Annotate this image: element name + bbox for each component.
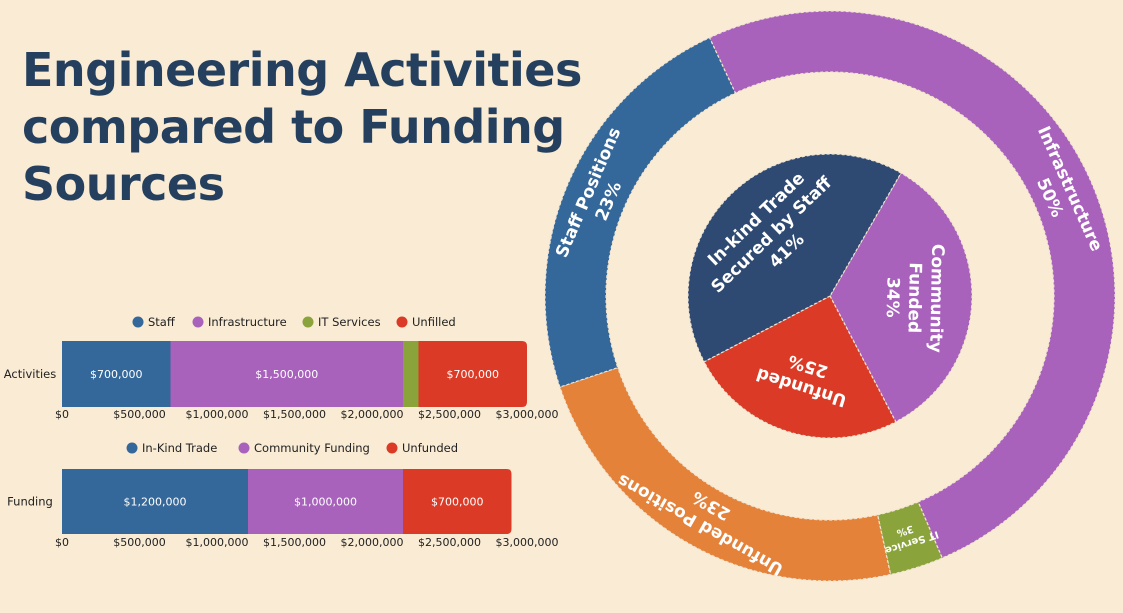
legend-label: Unfilled: [412, 315, 456, 329]
legend-label: Staff: [148, 315, 176, 329]
bar-value-label: $1,200,000: [124, 496, 187, 509]
bar-chart-1: Staff Infrastructure IT Services Unfilled Ac…: [4, 315, 559, 421]
x-tick-label: $0: [55, 408, 69, 421]
legend-marker: [132, 316, 144, 328]
bar-segment: [62, 469, 248, 534]
legend-label: Infrastructure: [208, 315, 287, 329]
bar-value-label: $1,000,000: [294, 496, 357, 509]
legend-label: IT Services: [318, 315, 381, 329]
x-tick-label: $1,500,000: [263, 408, 326, 421]
x-tick-label: $2,000,000: [341, 408, 404, 421]
outer-ring-segment: [876, 501, 943, 576]
legend-label: In-Kind Trade: [142, 441, 217, 455]
x-tick-label: $1,500,000: [263, 536, 326, 549]
outer-ring-segment: [544, 36, 737, 388]
x-tick-label: $500,000: [113, 536, 166, 549]
outer-ring-segment: [708, 10, 1116, 559]
x-tick-label: $1,000,000: [186, 536, 249, 549]
inner-slice-name: Community: [925, 244, 947, 353]
x-tick-label: $3,000,000: [496, 536, 559, 549]
bar-chart-2: In-Kind Trade Community Funding Unfunded Fu…: [7, 441, 558, 549]
x-tick-label: $0: [55, 536, 69, 549]
bar-segment: [403, 469, 512, 534]
bar-value-label: $1,500,000: [255, 368, 318, 381]
legend-marker: [238, 442, 250, 454]
legend-marker: [396, 316, 408, 328]
x-tick-label: $500,000: [113, 408, 166, 421]
outer-ring-segment: [559, 366, 892, 582]
outer-segment-percent: 3%: [895, 522, 915, 538]
legend-marker: [386, 442, 398, 454]
bar-segment: [418, 341, 527, 407]
bar-segment: [403, 341, 419, 407]
inner-pie-slice: [703, 295, 897, 439]
bar-segment: [62, 341, 171, 407]
x-tick-label: $2,500,000: [418, 536, 481, 549]
title-line-1: Engineering Activities: [22, 43, 582, 97]
title-line-2: compared to Funding: [22, 100, 565, 154]
x-tick-label: $2,500,000: [418, 408, 481, 421]
bar-value-label: $700,000: [447, 368, 500, 381]
legend-marker: [192, 316, 204, 328]
category-label: Funding: [7, 495, 53, 509]
legend-marker: [126, 442, 138, 454]
x-tick-label: $1,000,000: [186, 408, 249, 421]
page-title: Engineering Activities compared to Fundi…: [22, 42, 582, 213]
inner-slice-name: Funded: [903, 262, 924, 333]
legend-marker: [302, 316, 314, 328]
title-line-3: Sources: [22, 157, 225, 211]
bar-segment: [170, 341, 403, 407]
inner-pie-slice: [829, 172, 973, 423]
legend-label: Unfunded: [402, 441, 458, 455]
legend-label: Community Funding: [254, 441, 370, 455]
bar-value-label: $700,000: [90, 368, 143, 381]
bar-value-label: $700,000: [431, 496, 484, 509]
category-label: Activities: [4, 367, 56, 381]
x-tick-label: $2,000,000: [341, 536, 404, 549]
bar-segment: [248, 469, 403, 534]
inner-slice-percent: 34%: [882, 277, 903, 318]
x-tick-label: $3,000,000: [496, 408, 559, 421]
inner-pie-slice: [687, 153, 902, 363]
